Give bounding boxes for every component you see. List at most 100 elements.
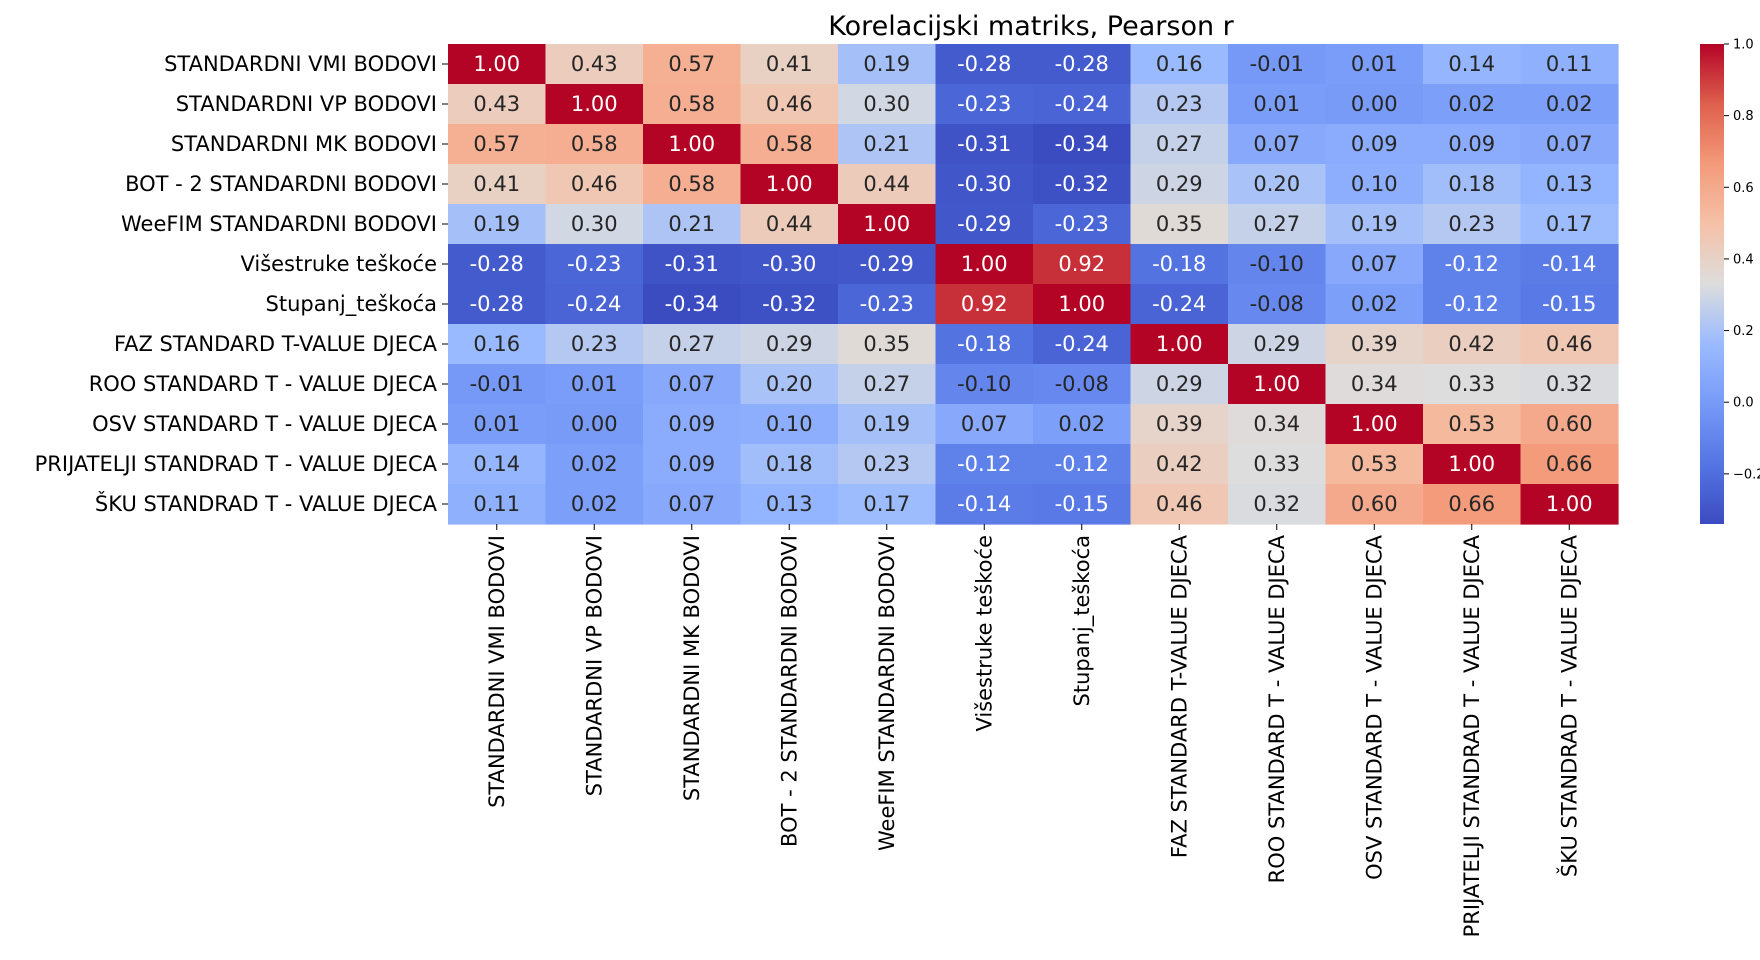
heatmap-cell	[935, 364, 1034, 405]
cell-value-label: 0.07	[1253, 132, 1300, 156]
heatmap-cell	[740, 204, 839, 245]
cell-value-label: 0.07	[668, 492, 715, 516]
heatmap-cell	[1423, 244, 1522, 285]
cell-value-label: -0.34	[1055, 132, 1109, 156]
heatmap-cell	[1228, 204, 1327, 245]
column-label: STANDARDNI VP BODOVI	[582, 535, 606, 796]
heatmap-cell	[838, 404, 937, 445]
heatmap-cell	[838, 124, 937, 165]
column-label: OSV STANDARD T - VALUE DJECA	[1362, 534, 1386, 880]
heatmap-cell	[740, 244, 839, 285]
cell-value-label: -0.23	[860, 292, 914, 316]
column-label: PRIJATELJI STANDRAD T - VALUE DJECA	[1460, 534, 1484, 937]
cell-value-label: 0.92	[1058, 252, 1105, 276]
cell-value-label: 0.53	[1448, 412, 1495, 436]
heatmap-cell	[1423, 324, 1522, 365]
heatmap-cell	[1033, 284, 1132, 325]
heatmap-cell	[1130, 84, 1229, 125]
heatmap-cell	[838, 44, 937, 85]
cell-value-label: 0.44	[766, 212, 813, 236]
cell-value-label: -0.31	[665, 252, 719, 276]
heatmap-cell	[1423, 404, 1522, 445]
heatmap-cell	[545, 364, 644, 405]
cell-value-label: -0.12	[957, 452, 1011, 476]
cell-value-label: 0.58	[766, 132, 813, 156]
cell-value-label: 0.23	[571, 332, 618, 356]
heatmap-cell	[1130, 204, 1229, 245]
heatmap-cell	[448, 44, 547, 85]
cell-value-label: 0.07	[1351, 252, 1398, 276]
colorbar-ticks: 1.0 0.8 0.6 0.4 0.2 0.0 −0.2	[1724, 38, 1760, 482]
heatmap-cell	[1033, 404, 1132, 445]
heatmap-cell	[545, 84, 644, 125]
cell-value-label: -0.32	[1055, 172, 1109, 196]
heatmap-cell	[1228, 164, 1327, 205]
cell-value-label: 0.33	[1253, 452, 1300, 476]
cell-value-label: 0.29	[1156, 372, 1203, 396]
heatmap-cell	[1228, 404, 1327, 445]
heatmap-cell	[1033, 84, 1132, 125]
cell-value-label: -0.10	[1250, 252, 1304, 276]
heatmap-cell	[545, 44, 644, 85]
cell-value-label: 1.00	[668, 132, 715, 156]
cell-value-label: -0.15	[1055, 492, 1109, 516]
colorbar-tick-label: 0.2	[1733, 324, 1754, 339]
heatmap-cell	[1228, 244, 1327, 285]
cell-value-label: 0.58	[668, 92, 715, 116]
cell-value-label: 0.02	[571, 452, 618, 476]
row-label: STANDARDNI MK BODOVI	[171, 132, 437, 156]
cell-value-label: 1.00	[571, 92, 618, 116]
heatmap-cell	[643, 124, 742, 165]
cell-value-label: 0.58	[668, 172, 715, 196]
heatmap-cell	[1228, 284, 1327, 325]
column-label: BOT - 2 STANDARDNI BODOVI	[777, 535, 801, 847]
cell-value-label: 0.92	[961, 292, 1008, 316]
heatmap-cell	[740, 284, 839, 325]
cell-value-label: 0.43	[571, 52, 618, 76]
cell-value-label: 0.07	[961, 412, 1008, 436]
cell-value-label: 1.00	[1253, 372, 1300, 396]
heatmap-cell	[1325, 124, 1424, 165]
heatmap-cell	[1130, 244, 1229, 285]
heatmap-cell	[1325, 244, 1424, 285]
heatmap-cell	[1033, 204, 1132, 245]
cell-value-label: 1.00	[1351, 412, 1398, 436]
heatmap-cell	[1228, 44, 1327, 85]
cell-value-label: 0.09	[1448, 132, 1495, 156]
heatmap-cell	[1130, 404, 1229, 445]
cell-value-label: 0.00	[571, 412, 618, 436]
cell-value-label: -0.34	[665, 292, 719, 316]
row-label: OSV STANDARD T - VALUE DJECA	[92, 412, 438, 436]
heatmap-cell	[1033, 364, 1132, 405]
heatmap-cell	[935, 124, 1034, 165]
heatmap-cell	[1423, 164, 1522, 205]
cell-value-label: -0.24	[1055, 332, 1109, 356]
row-label: BOT - 2 STANDARDNI BODOVI	[125, 172, 437, 196]
row-label: Stupanj_teškoća	[266, 292, 438, 317]
cell-value-label: 1.00	[1058, 292, 1105, 316]
heatmap-cell	[1130, 284, 1229, 325]
heatmap-cell	[1423, 44, 1522, 85]
cell-value-label: 0.35	[1156, 212, 1203, 236]
cell-value-label: 0.02	[1058, 412, 1105, 436]
cell-value-label: 0.41	[766, 52, 813, 76]
heatmap-cell	[1228, 364, 1327, 405]
cell-value-label: 0.42	[1448, 332, 1495, 356]
cell-value-label: 0.46	[766, 92, 813, 116]
cell-value-label: 0.11	[1546, 52, 1593, 76]
cell-value-label: 0.19	[863, 52, 910, 76]
cell-value-label: 0.09	[668, 452, 715, 476]
row-labels: STANDARDNI VMI BODOVI STANDARDNI VP BODOV…	[35, 52, 448, 516]
cell-value-label: 0.01	[571, 372, 618, 396]
row-label: PRIJATELJI STANDRAD T - VALUE DJECA	[35, 452, 438, 476]
cell-value-label: 0.30	[571, 212, 618, 236]
heatmap-cell	[1325, 484, 1424, 525]
heatmap-cell	[1033, 444, 1132, 485]
cell-value-label: -0.12	[1445, 292, 1499, 316]
heatmap-cell	[1520, 484, 1619, 525]
colorbar: 1.0 0.8 0.6 0.4 0.2 0.0 −0.2	[1700, 38, 1760, 524]
heatmap-cell	[1325, 324, 1424, 365]
heatmap-cell	[545, 124, 644, 165]
cell-value-label: 1.00	[1156, 332, 1203, 356]
row-label: ROO STANDARD T - VALUE DJECA	[89, 372, 438, 396]
